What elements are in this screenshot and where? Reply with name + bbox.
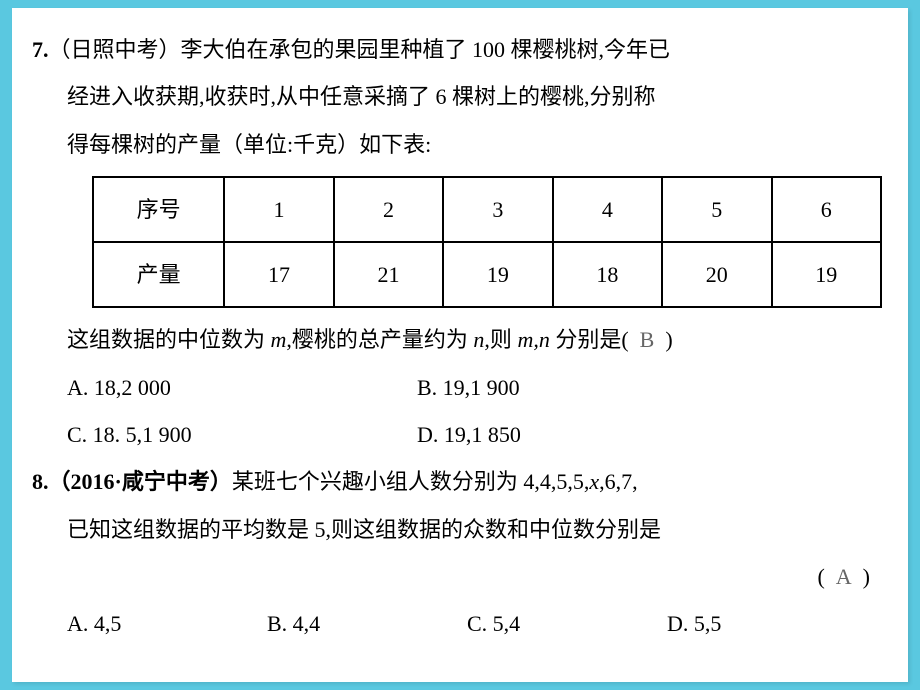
table-header-6: 6 <box>772 177 881 242</box>
q7-n: n <box>473 327 484 352</box>
q7-text1: 李大伯在承包的果园里种植了 100 棵樱桃树,今年已 <box>181 37 671 62</box>
q7-option-b: B. 19,1 900 <box>417 364 717 411</box>
table-value-3: 19 <box>443 242 552 307</box>
q8-line2: 已知这组数据的平均数是 5,则这组数据的众数和中位数分别是 <box>32 506 888 553</box>
question-8: 8.（2016·咸宁中考）某班七个兴趣小组人数分别为 4,4,5,5,x,6,7… <box>32 458 888 647</box>
q8-text1b: ,6,7, <box>599 469 638 494</box>
table-value-5: 20 <box>662 242 771 307</box>
q8-option-d: D. 5,5 <box>667 600 867 647</box>
table-header-2: 2 <box>334 177 443 242</box>
q8-answer-line: ( A ) <box>32 553 888 600</box>
q8-paren-open: ( <box>817 564 824 589</box>
q8-source: （2016·咸宁中考） <box>49 469 232 494</box>
table-row: 序号 1 2 3 4 5 6 <box>93 177 881 242</box>
table-row: 产量 17 21 19 18 20 19 <box>93 242 881 307</box>
q7-source: （日照中考） <box>49 37 181 62</box>
q7-text4d: 分别是( <box>550 327 629 352</box>
q7-option-a: A. 18,2 000 <box>67 364 417 411</box>
page-content: 7.（日照中考）李大伯在承包的果园里种植了 100 棵樱桃树,今年已 经进入收获… <box>12 8 908 682</box>
q7-line3: 得每棵树的产量（单位:千克）如下表: <box>32 121 888 168</box>
q7-text4c: ,则 <box>484 327 517 352</box>
q7-line1: 7.（日照中考）李大伯在承包的果园里种植了 100 棵樱桃树,今年已 <box>32 26 888 73</box>
table-row-label: 产量 <box>93 242 224 307</box>
table-header-5: 5 <box>662 177 771 242</box>
q7-line2: 经进入收获期,收获时,从中任意采摘了 6 棵树上的樱桃,分别称 <box>32 73 888 120</box>
table-value-1: 17 <box>224 242 333 307</box>
table-header-4: 4 <box>553 177 662 242</box>
q7-option-d: D. 19,1 850 <box>417 411 717 458</box>
q7-number: 7. <box>32 37 49 62</box>
q7-options-row1: A. 18,2 000 B. 19,1 900 <box>32 364 888 411</box>
table-value-4: 18 <box>553 242 662 307</box>
q7-option-c: C. 18. 5,1 900 <box>67 411 417 458</box>
q8-option-b: B. 4,4 <box>267 600 467 647</box>
table-header-3: 3 <box>443 177 552 242</box>
q8-x: x <box>589 469 599 494</box>
q7-line4: 这组数据的中位数为 m,樱桃的总产量约为 n,则 m,n 分别是( B ) <box>32 316 888 363</box>
table-header-label: 序号 <box>93 177 224 242</box>
q8-option-c: C. 5,4 <box>467 600 667 647</box>
table-value-6: 19 <box>772 242 881 307</box>
q7-answer: B <box>640 327 655 352</box>
table-header-1: 1 <box>224 177 333 242</box>
q8-answer: A <box>836 564 852 589</box>
q7-options-row2: C. 18. 5,1 900 D. 19,1 850 <box>32 411 888 458</box>
q8-options: A. 4,5 B. 4,4 C. 5,4 D. 5,5 <box>32 600 888 647</box>
q8-paren-close: ) <box>863 564 870 589</box>
table-value-2: 21 <box>334 242 443 307</box>
q8-text1a: 某班七个兴趣小组人数分别为 4,4,5,5, <box>232 469 590 494</box>
q7-mn: m,n <box>517 327 549 352</box>
q7-text4a: 这组数据的中位数为 <box>67 327 271 352</box>
q8-number: 8. <box>32 469 49 494</box>
q8-line1: 8.（2016·咸宁中考）某班七个兴趣小组人数分别为 4,4,5,5,x,6,7… <box>32 458 888 505</box>
q7-table: 序号 1 2 3 4 5 6 产量 17 21 19 18 20 19 <box>92 176 882 309</box>
q7-text4b: ,樱桃的总产量约为 <box>286 327 473 352</box>
q7-text4e: ) <box>665 327 672 352</box>
q8-option-a: A. 4,5 <box>67 600 267 647</box>
question-7: 7.（日照中考）李大伯在承包的果园里种植了 100 棵樱桃树,今年已 经进入收获… <box>32 26 888 458</box>
q7-m: m <box>271 327 287 352</box>
